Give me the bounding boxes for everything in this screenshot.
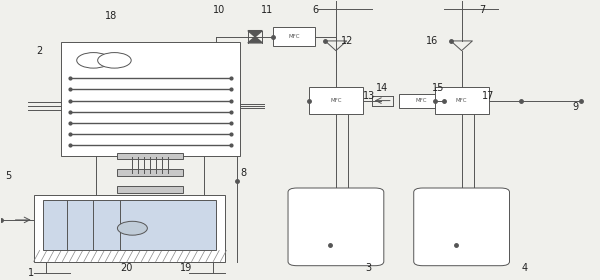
Text: 13: 13 [363, 92, 375, 101]
FancyBboxPatch shape [288, 188, 384, 266]
Text: MFC: MFC [456, 98, 467, 103]
Text: 6: 6 [312, 5, 318, 15]
Text: 5: 5 [5, 171, 11, 181]
Text: 14: 14 [376, 83, 388, 93]
Text: 19: 19 [180, 263, 193, 273]
Text: 1: 1 [28, 268, 34, 278]
Text: 10: 10 [213, 5, 226, 15]
Bar [43, 200, 216, 250]
Text: 15: 15 [431, 83, 444, 93]
Text: 9: 9 [572, 102, 578, 112]
Text: MFC: MFC [288, 34, 300, 39]
Bar [61, 42, 240, 156]
Text: 4: 4 [521, 263, 527, 273]
Polygon shape [248, 37, 262, 43]
Circle shape [77, 53, 110, 68]
Text: 3: 3 [366, 263, 372, 273]
Text: MFC: MFC [415, 98, 427, 103]
Bar [34, 250, 225, 262]
Bar [399, 94, 443, 108]
Bar [118, 186, 183, 193]
Text: 11: 11 [261, 5, 273, 15]
FancyBboxPatch shape [414, 188, 509, 266]
Circle shape [98, 53, 131, 68]
Bar [434, 87, 488, 115]
Bar [34, 195, 225, 262]
Text: 2: 2 [37, 46, 43, 56]
Text: 17: 17 [482, 92, 495, 101]
Text: MFC: MFC [330, 98, 341, 103]
Text: 7: 7 [479, 5, 486, 15]
Bar [309, 87, 363, 115]
Text: 16: 16 [425, 36, 438, 46]
Circle shape [118, 221, 148, 235]
Text: 12: 12 [341, 36, 353, 46]
Bar [118, 153, 183, 159]
Text: 20: 20 [120, 263, 133, 273]
Polygon shape [248, 31, 262, 37]
Text: 18: 18 [106, 11, 118, 21]
Text: 8: 8 [240, 168, 246, 178]
Bar [273, 27, 315, 46]
Bar [118, 169, 183, 176]
